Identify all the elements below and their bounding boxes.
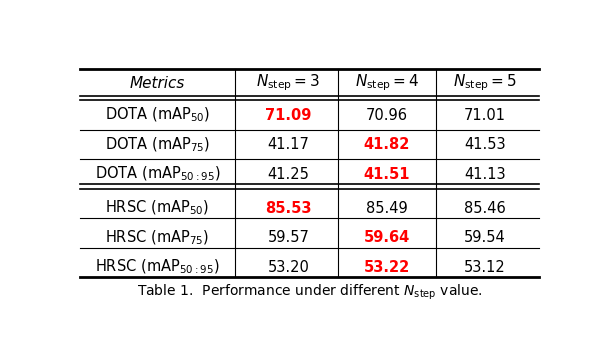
Text: 53.12: 53.12	[464, 260, 506, 275]
Text: 71.09: 71.09	[265, 107, 312, 122]
Text: 59.64: 59.64	[364, 230, 410, 245]
Text: 41.53: 41.53	[464, 137, 506, 152]
Text: Table 1.  Performance under different $N_{\mathrm{step}}$ value.: Table 1. Performance under different $N_…	[137, 283, 483, 302]
Text: HRSC (mAP$_{50}$): HRSC (mAP$_{50}$)	[105, 199, 210, 218]
Text: 71.01: 71.01	[464, 107, 506, 122]
Text: 85.53: 85.53	[265, 201, 312, 216]
Text: $N_{\rm step} = 5$: $N_{\rm step} = 5$	[453, 73, 517, 93]
Text: DOTA (mAP$_{50}$): DOTA (mAP$_{50}$)	[105, 106, 210, 124]
Text: 41.13: 41.13	[464, 167, 506, 182]
Text: DOTA (mAP$_{75}$): DOTA (mAP$_{75}$)	[105, 135, 210, 154]
Text: $N_{\rm step} = 3$: $N_{\rm step} = 3$	[257, 73, 321, 93]
Text: 85.46: 85.46	[464, 201, 506, 216]
Text: HRSC (mAP$_{50:95}$): HRSC (mAP$_{50:95}$)	[95, 258, 220, 276]
Text: 59.57: 59.57	[268, 230, 309, 245]
Text: DOTA (mAP$_{50:95}$): DOTA (mAP$_{50:95}$)	[95, 165, 220, 183]
Text: 41.25: 41.25	[268, 167, 309, 182]
Text: 41.17: 41.17	[268, 137, 309, 152]
Text: HRSC (mAP$_{75}$): HRSC (mAP$_{75}$)	[105, 228, 210, 247]
Text: 41.51: 41.51	[364, 167, 410, 182]
Text: 53.22: 53.22	[364, 260, 410, 275]
Text: 59.54: 59.54	[464, 230, 506, 245]
Text: $N_{\rm step} = 4$: $N_{\rm step} = 4$	[355, 73, 419, 93]
Text: 41.82: 41.82	[364, 137, 410, 152]
Text: 85.49: 85.49	[366, 201, 408, 216]
Text: Metrics: Metrics	[130, 76, 185, 91]
Text: 70.96: 70.96	[366, 107, 408, 122]
Text: 53.20: 53.20	[268, 260, 309, 275]
